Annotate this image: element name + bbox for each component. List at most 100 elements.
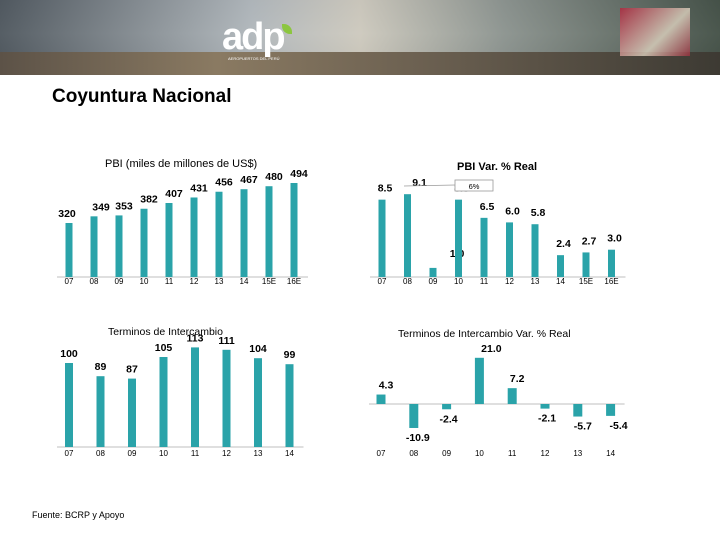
chart-terminos-tick-label: 11 [191, 449, 200, 458]
chart-title-pbi-var: PBI Var. % Real [457, 161, 538, 173]
chart-title-terminos-var: Terminos de Intercambio Var. % Real [398, 328, 571, 340]
chart-pbi-tick-label: 08 [90, 277, 99, 286]
chart-pbi-bar [240, 189, 248, 277]
chart-terminos-var-value-label: -2.4 [440, 413, 458, 425]
chart-terminos-var-bar [409, 404, 419, 428]
chart-pbi-value-label: 467 [240, 174, 258, 186]
chart-pbi-var-value-label: 3.0 [607, 233, 622, 245]
chart-terminos-bar [159, 357, 168, 447]
chart-pbi-var-value-label: 2.7 [582, 235, 597, 247]
logo-text: adp [222, 16, 286, 58]
chart-pbi-var-annotation: 6% [469, 182, 480, 191]
chart-terminos-value-label: 113 [187, 332, 204, 344]
chart-pbi-value-label: 353 [115, 200, 133, 212]
chart-terminos-var-value-label: 21.0 [481, 343, 502, 355]
chart-pbi-value-label: 320 [58, 208, 76, 220]
chart-terminos-bar [96, 376, 105, 447]
chart-terminos-var-tick-label: 10 [475, 449, 484, 458]
chart-terminos-var-tick-label: 08 [409, 449, 418, 458]
chart-terminos-var-bar [507, 388, 517, 404]
chart-terminos-value-label: 89 [95, 361, 107, 373]
chart-terminos-bar [128, 378, 136, 447]
chart-terminos-var-bar [474, 357, 484, 404]
chart-terminos-var-tick-label: 13 [573, 449, 582, 458]
chart-title-terminos: Terminos de Intercambio [108, 326, 223, 338]
chart-pbi-var-bar [582, 252, 590, 277]
chart-pbi-tick-label: 13 [215, 277, 224, 286]
chart-terminos-var-tick-label: 12 [541, 449, 550, 458]
chart-pbi-value-label: 382 [140, 194, 158, 206]
chart-pbi-var-bar [404, 194, 411, 277]
chart-terminos-tick-label: 10 [159, 449, 168, 458]
chart-pbi-tick-label: 15E [262, 277, 276, 286]
chart-pbi-value-label: 407 [165, 188, 183, 200]
chart-terminos-var-bar [376, 394, 386, 404]
chart-pbi-var-tick-label: 07 [378, 277, 387, 286]
chart-terminos-tick-label: 13 [254, 449, 263, 458]
chart-terminos-value-label: 87 [126, 364, 138, 376]
chart-terminos-var-tick-label: 07 [377, 449, 386, 458]
chart-terminos-value-label: 111 [218, 335, 235, 347]
banner-flag [620, 8, 690, 56]
chart-pbi-tick-label: 10 [140, 277, 149, 286]
chart-terminos-var-bar [540, 404, 550, 409]
chart-terminos-bar [65, 363, 73, 447]
chart-terminos-bar [285, 364, 294, 447]
chart-pbi-tick-label: 16E [287, 277, 301, 286]
chart-pbi-bar [215, 191, 223, 277]
chart-terminos-var-value-label: -10.9 [406, 432, 430, 444]
chart-pbi-value-label: 480 [265, 171, 283, 183]
chart-pbi-tick-label: 14 [240, 277, 249, 286]
chart-terminos-value-label: 100 [60, 348, 78, 360]
chart-pbi-var-value-label: 6.0 [505, 205, 520, 217]
chart-terminos-var-bar [606, 404, 616, 416]
chart-pbi-var-bar [455, 199, 462, 277]
chart-pbi-var-bar [429, 267, 437, 277]
chart-terminos-var-value-label: 4.3 [379, 380, 394, 392]
chart-pbi-var-tick-label: 12 [505, 277, 514, 286]
chart-terminos-var-value-label: -2.1 [538, 413, 556, 425]
chart-pbi-var-annotation-pointer [403, 184, 456, 187]
chart-pbi-tick-label: 09 [115, 277, 124, 286]
chart-pbi-bar [265, 186, 273, 277]
chart-terminos-bar [222, 349, 231, 447]
chart-pbi-value-label: 349 [92, 201, 110, 213]
chart-pbi-var-tick-label: 14 [556, 277, 565, 286]
chart-terminos-value-label: 99 [284, 349, 296, 361]
chart-terminos-tick-label: 12 [222, 449, 231, 458]
chart-terminos-var-tick-label: 09 [442, 449, 451, 458]
chart-pbi-bar [90, 216, 98, 277]
chart-pbi-var-value-label: 2.4 [556, 238, 571, 250]
chart-pbi-var-value-label: 6.5 [480, 201, 495, 213]
banner-ground [0, 52, 720, 75]
page-title: Coyuntura Nacional [52, 86, 232, 107]
chart-pbi-var-annotation-box [454, 179, 494, 192]
chart-pbi-var-bar [531, 224, 539, 277]
source-note: Fuente: BCRP y Apoyo [32, 510, 125, 520]
chart-terminos-var-value-label: 7.2 [510, 373, 525, 385]
chart-terminos-var-bar [573, 404, 583, 417]
chart-terminos-var-value-label: -5.4 [610, 420, 628, 432]
chart-terminos-var-tick-label: 14 [606, 449, 615, 458]
adp-logo: adp AEROPUERTOS DEL PERÚ [222, 18, 292, 64]
chart-pbi-var-bar [378, 199, 386, 277]
chart-pbi-var-tick-label: 11 [480, 277, 489, 286]
chart-terminos-tick-label: 14 [285, 449, 294, 458]
chart-pbi-value-label: 494 [290, 168, 308, 180]
chart-pbi-var-tick-label: 13 [531, 277, 540, 286]
chart-terminos-value-label: 104 [249, 343, 267, 355]
chart-pbi-tick-label: 07 [65, 277, 74, 286]
chart-pbi-tick-label: 12 [190, 277, 199, 286]
chart-pbi-bar [290, 183, 298, 277]
chart-pbi-tick-label: 11 [165, 277, 174, 286]
chart-pbi-var-tick-label: 08 [403, 277, 412, 286]
header-banner: adp AEROPUERTOS DEL PERÚ [0, 0, 720, 75]
chart-pbi-bar [115, 215, 123, 277]
chart-terminos-value-label: 105 [155, 342, 173, 354]
chart-pbi-bar [165, 203, 173, 277]
chart-pbi-var-bar [608, 249, 615, 277]
chart-pbi-var-bar [506, 222, 513, 277]
chart-terminos-tick-label: 08 [96, 449, 105, 458]
chart-pbi-var-value-label: 8.5 [378, 183, 393, 195]
